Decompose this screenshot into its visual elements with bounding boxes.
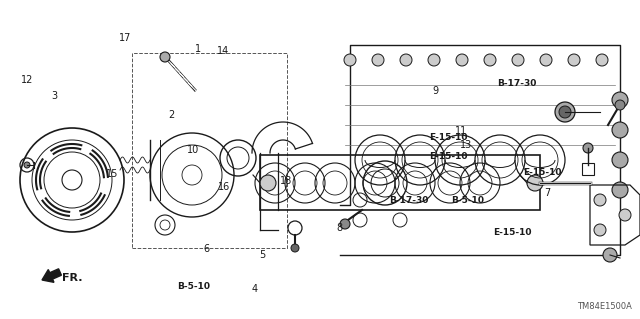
Text: 11: 11 — [454, 126, 467, 136]
Text: E-15-10: E-15-10 — [429, 133, 467, 142]
Circle shape — [555, 102, 575, 122]
Text: 15: 15 — [106, 169, 118, 179]
Text: 13: 13 — [460, 140, 472, 150]
Circle shape — [484, 54, 496, 66]
Text: 9: 9 — [432, 86, 438, 96]
Text: B-17-30: B-17-30 — [388, 196, 428, 205]
Circle shape — [594, 224, 606, 236]
Circle shape — [428, 54, 440, 66]
Circle shape — [400, 54, 412, 66]
Circle shape — [291, 244, 299, 252]
Circle shape — [372, 54, 384, 66]
Text: 1: 1 — [195, 44, 202, 55]
Circle shape — [615, 100, 625, 110]
Circle shape — [456, 54, 468, 66]
Circle shape — [512, 54, 524, 66]
Circle shape — [24, 162, 30, 168]
Text: 4: 4 — [252, 284, 258, 294]
Text: TM84E1500A: TM84E1500A — [577, 302, 632, 311]
Text: FR.: FR. — [61, 273, 83, 283]
Circle shape — [540, 54, 552, 66]
Bar — [132, 53, 287, 248]
Bar — [582, 163, 594, 175]
Circle shape — [568, 54, 580, 66]
Circle shape — [612, 122, 628, 138]
Text: 17: 17 — [118, 33, 131, 43]
Circle shape — [603, 248, 617, 262]
Text: E-15-10: E-15-10 — [493, 228, 531, 237]
Text: B-17-30: B-17-30 — [497, 79, 537, 88]
Text: 3: 3 — [51, 91, 58, 101]
FancyArrow shape — [42, 269, 61, 282]
Text: 7: 7 — [544, 188, 550, 198]
Text: B-5-10: B-5-10 — [177, 282, 210, 291]
Circle shape — [612, 182, 628, 198]
Circle shape — [559, 106, 571, 118]
Text: 12: 12 — [20, 75, 33, 85]
Circle shape — [160, 52, 170, 62]
Text: 16: 16 — [218, 182, 230, 192]
Circle shape — [260, 175, 276, 191]
Text: 6: 6 — [203, 244, 209, 254]
Text: 18: 18 — [280, 176, 292, 186]
Text: 14: 14 — [216, 46, 229, 56]
Circle shape — [619, 209, 631, 221]
Circle shape — [612, 92, 628, 108]
Circle shape — [596, 54, 608, 66]
Circle shape — [612, 152, 628, 168]
Text: 10: 10 — [187, 145, 200, 155]
Circle shape — [583, 143, 593, 153]
Text: E-15-10: E-15-10 — [429, 152, 467, 161]
Bar — [260, 155, 540, 210]
Text: 5: 5 — [259, 250, 266, 260]
Circle shape — [594, 194, 606, 206]
Text: 8: 8 — [336, 223, 342, 233]
Circle shape — [344, 54, 356, 66]
Circle shape — [340, 219, 350, 229]
Text: B-5-10: B-5-10 — [451, 196, 484, 205]
Text: 2: 2 — [168, 110, 175, 120]
Text: E-15-10: E-15-10 — [524, 168, 562, 177]
Circle shape — [527, 175, 543, 191]
